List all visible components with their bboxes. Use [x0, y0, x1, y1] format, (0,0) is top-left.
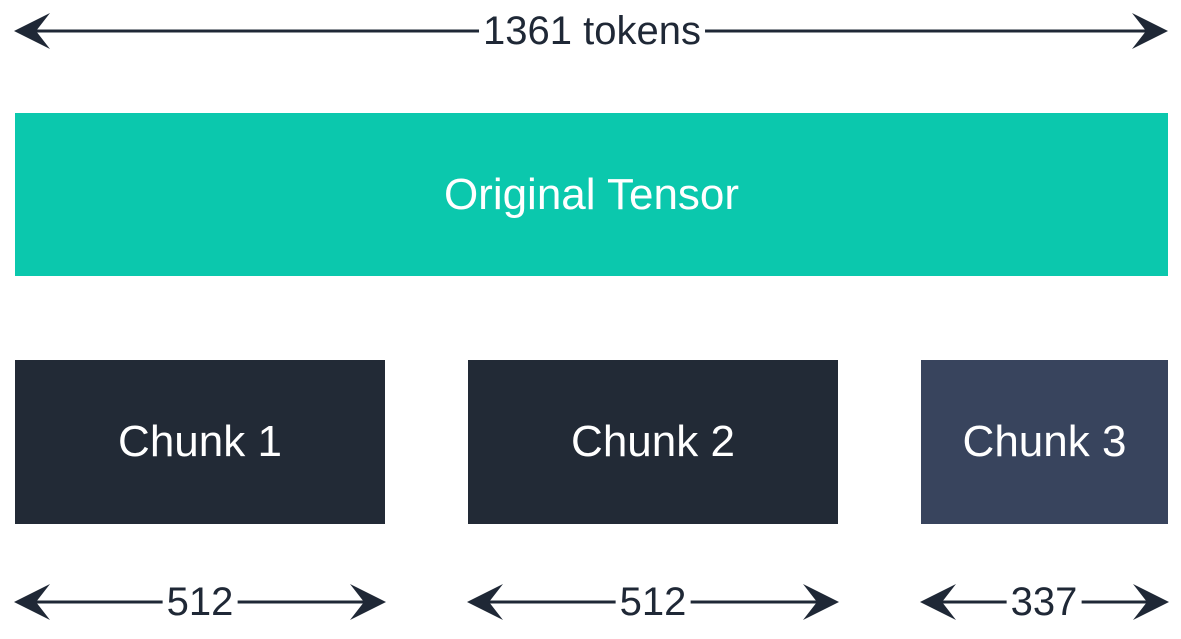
total-tokens-label: 1361 tokens: [479, 11, 705, 51]
chunk-1-size-label: 512: [162, 582, 238, 622]
chunk-3-label: Chunk 3: [962, 417, 1127, 466]
chunk-1-label: Chunk 1: [118, 417, 282, 466]
chunk-3-size-label: 337: [1006, 582, 1082, 622]
chunk-3-block: Chunk 3: [921, 360, 1168, 524]
original-tensor-block: Original Tensor: [15, 113, 1168, 276]
chunk-2-size-label: 512: [615, 582, 691, 622]
chunk-2-label: Chunk 2: [571, 417, 735, 466]
chunk-2-block: Chunk 2: [468, 360, 838, 524]
chunk-1-block: Chunk 1: [15, 360, 385, 524]
original-tensor-label: Original Tensor: [443, 169, 740, 219]
